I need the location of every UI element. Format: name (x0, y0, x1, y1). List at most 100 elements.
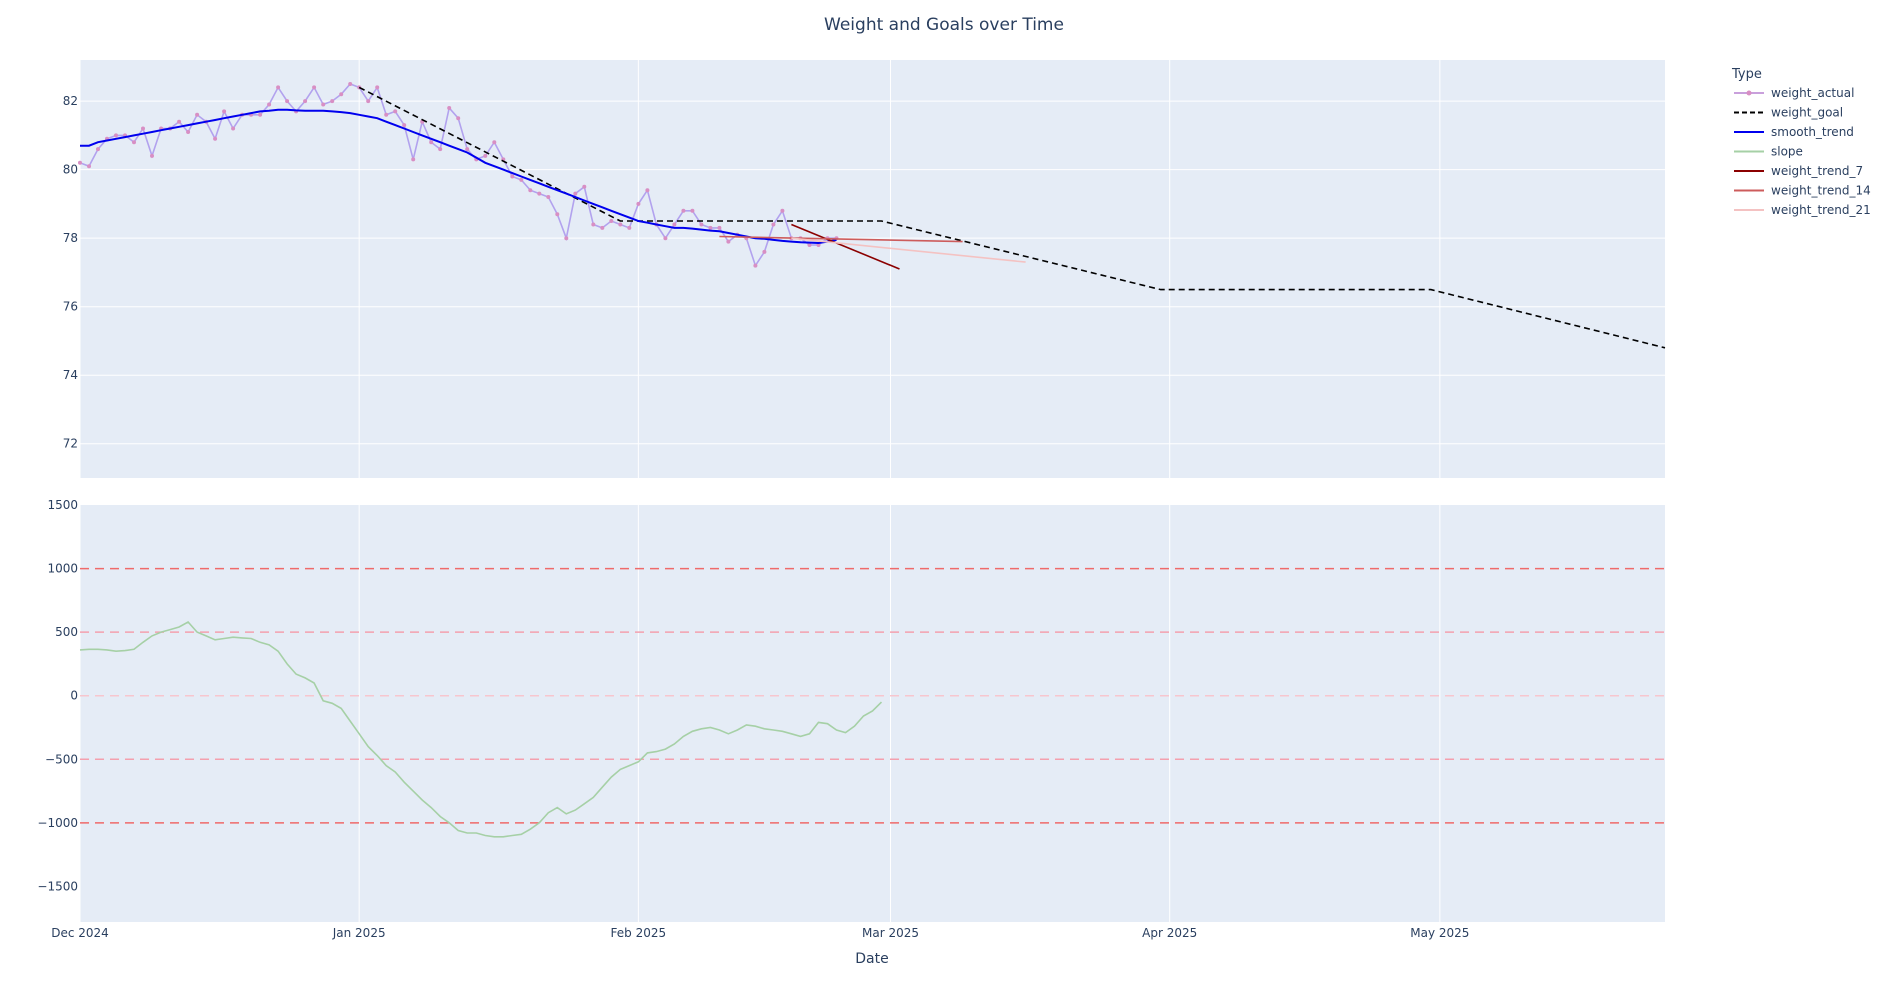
top-panel-grid (79, 60, 1665, 478)
x-tick-label: Apr 2025 (1142, 926, 1197, 940)
legend-label: smooth_trend (1771, 125, 1854, 139)
x-tick-label: Feb 2025 (611, 926, 667, 940)
weight-actual-point (186, 130, 191, 134)
weight-actual-point (456, 116, 461, 121)
weight-actual-point (546, 195, 551, 199)
top-panel-background (80, 60, 1665, 478)
legend-label: weight_trend_14 (1771, 184, 1871, 198)
x-tick-label: Dec 2024 (51, 926, 109, 940)
weight-actual-point (636, 201, 641, 206)
series-weight-trend-14-line (719, 235, 963, 243)
weight-actual-point (276, 85, 281, 90)
legend-label: weight_trend_7 (1771, 164, 1863, 178)
weight-actual-point (285, 99, 290, 104)
legend-item-weight-trend-7[interactable]: weight_trend_7 (1734, 164, 1863, 178)
weight-actual-point (555, 212, 560, 217)
weight-actual-point (213, 136, 218, 141)
weight-actual-point (312, 85, 317, 90)
weight-actual-point (762, 249, 767, 254)
legend-label: weight_goal (1771, 106, 1843, 120)
reference-lines (80, 567, 1665, 824)
weight-actual-point (492, 140, 497, 145)
weight-actual-point (771, 222, 776, 227)
weight-actual-point (591, 222, 596, 227)
legend[interactable]: Type weight_actual weight_goal smooth_tren… (1731, 67, 1871, 217)
legend-item-weight-trend-21[interactable]: weight_trend_21 (1734, 203, 1871, 217)
weight-actual-point (411, 157, 416, 162)
weight-actual-point (681, 208, 686, 213)
weight-actual-point (627, 225, 632, 230)
weight-actual-point (663, 236, 668, 241)
legend-item-weight-actual[interactable]: weight_actual (1734, 86, 1854, 100)
legend-label: weight_trend_21 (1771, 203, 1871, 217)
y-tick-label: 80 (63, 163, 78, 177)
y-tick-label: 72 (63, 437, 78, 451)
legend-item-weight-goal[interactable]: weight_goal (1734, 106, 1843, 120)
weight-actual-point (384, 112, 389, 117)
weight-actual-point (231, 126, 236, 131)
weight-actual-point (645, 188, 650, 193)
weight-actual-point (339, 92, 344, 97)
weight-actual-point (429, 140, 434, 145)
weight-actual-point (690, 208, 695, 213)
weight-actual-point (330, 99, 335, 104)
legend-marker (1746, 90, 1752, 96)
weight-actual-point (807, 243, 812, 247)
weight-actual-point (582, 184, 587, 189)
weight-actual-point (87, 164, 91, 169)
legend-title: Type (1731, 67, 1762, 82)
y-tick-label: 1000 (47, 562, 78, 576)
weight-actual-point (519, 177, 524, 182)
weight-actual-point (402, 123, 407, 128)
weight-actual-point (564, 236, 569, 241)
weight-actual-point (573, 191, 578, 196)
top-panel-series (78, 82, 1666, 349)
weight-actual-point (177, 119, 182, 124)
weight-actual-point (726, 239, 731, 244)
weight-actual-point (528, 188, 533, 193)
chart-title: Weight and Goals over Time (824, 15, 1064, 35)
weight-actual-point (510, 174, 515, 179)
weight-actual-point (708, 225, 713, 230)
legend-label: weight_actual (1771, 86, 1854, 100)
weight-actual-point (600, 225, 605, 230)
weight-actual-point (321, 102, 326, 107)
weight-actual-point (438, 147, 443, 152)
weight-actual-point (393, 109, 398, 114)
x-axis: Dec 2024 Jan 2025 Feb 2025 Mar 2025 Apr 2025… (51, 926, 1469, 940)
weight-actual-point (753, 263, 758, 268)
weight-actual-point (141, 126, 145, 131)
weight-actual-point (618, 222, 623, 227)
y-tick-label: 0 (70, 689, 78, 703)
weight-actual-point (150, 153, 154, 158)
weight-actual-point (465, 147, 470, 152)
weight-actual-point (195, 112, 200, 117)
weight-actual-point (267, 102, 272, 107)
series-weight-trend-21-line (791, 237, 1026, 263)
x-tick-label: Jan 2025 (332, 926, 386, 940)
y-tick-label: 76 (63, 300, 78, 314)
legend-item-smooth-trend[interactable]: smooth_trend (1734, 125, 1854, 139)
y-tick-label: 82 (63, 94, 78, 108)
series-weight-trend-7-line (791, 223, 900, 270)
weight-actual-point (609, 219, 614, 223)
legend-item-slope[interactable]: slope (1734, 145, 1803, 159)
legend-label: slope (1771, 145, 1803, 159)
y-tick-label: −1500 (37, 879, 78, 893)
weight-actual-point (717, 225, 722, 230)
weight-actual-point (348, 82, 353, 86)
bottom-panel-grid (79, 505, 1441, 922)
y-tick-label: −1000 (37, 816, 78, 830)
series-smooth-trend-line (80, 108, 837, 245)
y-tick-label: −500 (45, 752, 78, 766)
legend-item-weight-trend-14[interactable]: weight_trend_14 (1734, 184, 1871, 198)
weight-actual-point (303, 99, 308, 104)
weight-actual-point (96, 147, 100, 152)
x-axis-title: Date (855, 951, 888, 967)
bottom-panel-y-axis: −1500 −1000 −500 0 500 1000 1500 (37, 498, 78, 893)
y-tick-label: 500 (55, 625, 78, 639)
weight-actual-point (537, 191, 542, 196)
y-tick-label: 78 (63, 231, 78, 245)
